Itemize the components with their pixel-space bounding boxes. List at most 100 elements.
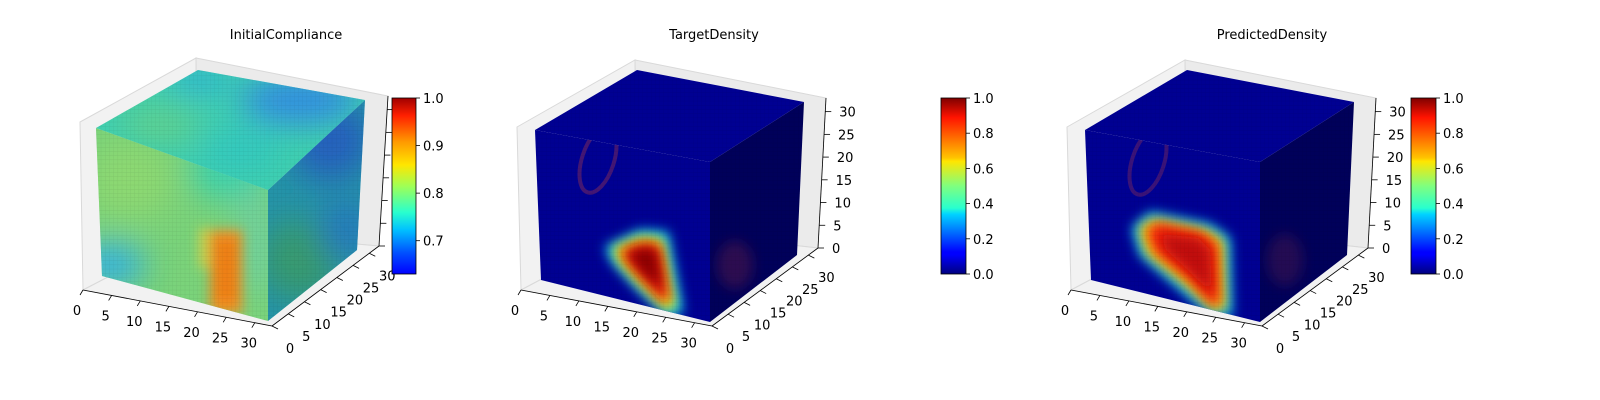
y-tick-mark [711,325,719,330]
x-tick-mark [1241,322,1245,328]
y-tick-label: 0 [286,342,294,357]
chart-title: TargetDensity [668,28,759,43]
y-tick-label: 15 [1320,307,1337,322]
x-tick-mark [79,289,84,296]
colorbar: 0.0 0.2 0.4 0.6 0.8 1.0 [1410,92,1464,283]
y-tick-mark [271,325,279,330]
x-tick-label: 15 [1144,320,1161,335]
x-tick-label: 5 [540,309,548,324]
colorbar-tick-label: 1.0 [973,92,994,107]
colorbar-ticks: 0.7 0.8 0.9 1.0 [416,92,444,250]
z-ticks: 0 5 10 15 20 25 30 [1368,106,1406,257]
x-tick-mark [575,300,580,307]
y-tick-label: 10 [314,318,331,333]
z-tick-label: 25 [838,128,855,143]
axes [520,97,827,327]
y-tick-label: 30 [818,271,835,286]
y-tick-mark [369,252,376,257]
colorbar-tick-label: 0.2 [1443,233,1464,248]
z-tick-label: 15 [836,174,853,189]
colorbar-tick-label: 0.7 [423,235,444,250]
colorbar-strip [1410,97,1437,275]
x-tick-label: 30 [241,337,258,352]
colorbar-tick-label: 1.0 [1443,92,1464,107]
y-tick-label: 10 [754,318,771,333]
y-tick-label: 5 [302,330,310,345]
colorbar-tick-label: 1.0 [423,92,444,107]
y-tick-label: 15 [330,306,347,321]
y-tick-label: 0 [1276,342,1284,357]
z-tick-label: 0 [1382,242,1390,257]
panel-target-density: TargetDensity [511,28,994,357]
colorbar-tick-label: 0.8 [973,127,994,142]
x-tick-label: 20 [1172,326,1189,341]
x-tick-label: 15 [594,320,611,335]
y-tick-label: 25 [363,281,380,296]
y-tick-label: 5 [742,330,750,345]
colorbar-strip [940,97,967,275]
y-tick-mark [1310,290,1317,294]
y-tick-mark [792,266,799,271]
y-tick-label: 25 [1352,283,1369,298]
y-tick-mark [727,313,735,318]
y-tick-label: 20 [1336,295,1353,310]
colorbar-tick-label: 0.4 [1443,198,1464,213]
z-tick-label: 5 [1383,219,1391,234]
x-ticks: 0 5 10 15 20 25 30 [511,289,697,352]
x-tick-label: 15 [155,320,172,335]
chart-title: InitialCompliance [230,28,343,43]
y-tick-label: 0 [726,342,734,357]
y-tick-mark [320,289,327,293]
y-tick-mark [743,302,751,306]
y-tick-mark [352,265,360,269]
y-tick-label: 10 [1304,318,1321,333]
x-tick-mark [662,317,667,323]
colorbar-tick-label: 0.4 [973,198,994,213]
panel-predicted-density: PredictedDensity [1061,28,1464,357]
y-tick-label: 20 [786,295,803,310]
z-tick-label: 5 [833,219,841,234]
x-tick-mark [1212,317,1217,323]
y-tick-label: 20 [347,294,364,309]
y-tick-mark [336,277,344,281]
colorbar-tick-label: 0.2 [973,233,994,248]
y-tick-label: 5 [1292,330,1300,345]
y-tick-label: 30 [1368,271,1385,286]
axes [1070,97,1377,327]
colorbar-tick-label: 0.6 [1443,162,1464,177]
x-tick-label: 5 [1090,309,1098,324]
voxel-cube [1085,70,1354,322]
x-tick-mark [1067,289,1072,296]
x-tick-label: 0 [511,304,519,319]
y-tick-mark [304,301,311,306]
y-tick-label: 30 [379,269,396,284]
z-tick-label: 20 [837,151,854,166]
z-tick-label: 30 [839,106,856,121]
x-tick-label: 30 [1230,337,1247,352]
y-tick-label: 25 [802,283,819,298]
x-tick-mark [1154,306,1159,312]
z-tick-label: 0 [832,242,840,257]
x-tick-label: 10 [565,315,582,330]
x-tick-mark [633,311,638,318]
chart-title: PredictedDensity [1217,28,1328,43]
x-tick-label: 25 [212,331,229,346]
y-tick-mark [1277,313,1285,318]
y-tick-mark [1342,266,1349,271]
x-ticks: 0 5 10 15 20 25 30 [1061,289,1247,352]
z-tick-label: 15 [1386,174,1403,189]
x-tick-mark [165,306,170,312]
colorbar-ticks: 0.0 0.2 0.4 0.6 0.8 1.0 [1436,92,1464,283]
z-ticks: 0 5 10 15 20 25 30 [818,106,856,257]
x-tick-label: 0 [73,304,81,319]
y-tick-mark [808,254,815,259]
y-tick-mark [760,290,767,294]
x-tick-label: 25 [651,331,668,346]
x-tick-mark [1096,295,1101,301]
axes [82,95,389,327]
x-tick-label: 5 [101,309,109,324]
x-tick-mark [1183,311,1188,318]
